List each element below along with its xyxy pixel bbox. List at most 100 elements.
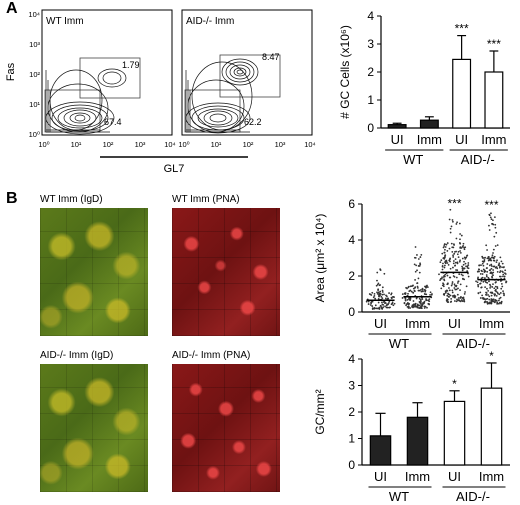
significance-label: *** <box>447 196 461 210</box>
data-point <box>421 303 423 305</box>
data-point <box>475 280 477 283</box>
data-point <box>459 238 461 241</box>
data-point <box>452 256 455 258</box>
data-point <box>491 286 494 288</box>
data-point <box>456 282 459 284</box>
data-point <box>498 266 501 269</box>
y-tick-label: 3 <box>348 379 355 393</box>
data-point <box>494 288 497 291</box>
data-point <box>416 287 419 289</box>
data-point <box>455 223 458 225</box>
data-point <box>442 262 444 265</box>
data-point <box>487 259 490 262</box>
data-point <box>452 254 454 257</box>
data-point <box>379 290 382 293</box>
data-point <box>495 231 498 234</box>
data-point <box>453 243 455 246</box>
data-point <box>390 297 393 300</box>
data-point <box>486 249 488 251</box>
data-point <box>490 302 492 305</box>
data-point <box>383 293 385 296</box>
data-point <box>487 276 490 279</box>
data-point <box>497 299 500 302</box>
data-point <box>496 287 499 290</box>
data-point <box>428 300 431 303</box>
flow-plot-title: WT Imm <box>46 16 84 27</box>
data-point <box>491 272 493 275</box>
data-point <box>379 294 382 297</box>
data-point <box>455 300 458 303</box>
y-tick: 10⁰ <box>29 130 40 139</box>
data-point <box>419 262 421 265</box>
x-tick: 10¹ <box>71 140 82 149</box>
data-point <box>381 293 384 296</box>
data-point <box>413 263 416 266</box>
data-point <box>419 256 422 258</box>
data-point <box>491 222 494 225</box>
data-point <box>415 264 418 267</box>
data-point <box>498 263 500 266</box>
data-point <box>496 267 499 270</box>
data-point <box>419 299 422 301</box>
data-point <box>419 263 422 266</box>
data-point <box>418 271 421 274</box>
data-point <box>486 287 488 290</box>
data-point <box>464 291 466 293</box>
data-point <box>424 305 427 308</box>
micrograph-label: AID-/- Imm (IgD) <box>40 350 114 361</box>
data-point <box>373 292 376 295</box>
data-point <box>451 289 454 292</box>
data-point <box>448 218 451 221</box>
data-point <box>455 284 458 287</box>
data-point <box>495 266 498 268</box>
data-point <box>458 222 461 225</box>
data-point <box>496 270 499 273</box>
data-point <box>441 276 443 279</box>
data-point <box>502 273 505 276</box>
data-point <box>376 279 378 282</box>
data-point <box>491 254 494 257</box>
data-point <box>461 300 464 303</box>
data-point <box>444 254 447 257</box>
data-point <box>488 302 491 305</box>
data-point <box>496 259 498 262</box>
y-tick-label: 2 <box>348 405 355 419</box>
data-point <box>485 267 488 269</box>
data-point <box>456 261 459 264</box>
data-point <box>376 307 379 310</box>
data-point <box>480 280 483 282</box>
data-point <box>505 281 507 284</box>
data-point <box>371 308 374 310</box>
data-point <box>393 302 396 305</box>
data-point <box>379 284 381 286</box>
data-point <box>377 282 380 285</box>
data-point <box>483 260 486 263</box>
data-point <box>493 255 496 258</box>
data-point <box>428 303 431 306</box>
data-point <box>481 260 484 263</box>
data-point <box>449 208 452 211</box>
data-point <box>409 307 411 309</box>
data-point <box>482 264 485 267</box>
data-point <box>486 263 489 265</box>
data-point <box>443 266 446 269</box>
data-point <box>483 300 486 303</box>
data-point <box>442 293 445 296</box>
data-point <box>488 298 491 301</box>
data-point <box>451 281 454 283</box>
data-point <box>460 273 463 276</box>
data-point <box>459 247 462 249</box>
group-label-aid: AID-/- <box>461 152 495 167</box>
data-point <box>422 290 424 293</box>
data-point <box>384 305 386 308</box>
y-tick-label: 1 <box>348 432 355 446</box>
data-point <box>453 287 456 289</box>
data-point <box>416 254 418 256</box>
data-point <box>497 292 499 295</box>
data-point <box>401 293 404 295</box>
data-point <box>453 252 456 255</box>
data-point <box>381 303 384 306</box>
group-label-wt: WT <box>389 336 409 351</box>
data-point <box>494 245 497 247</box>
data-point <box>494 223 497 226</box>
